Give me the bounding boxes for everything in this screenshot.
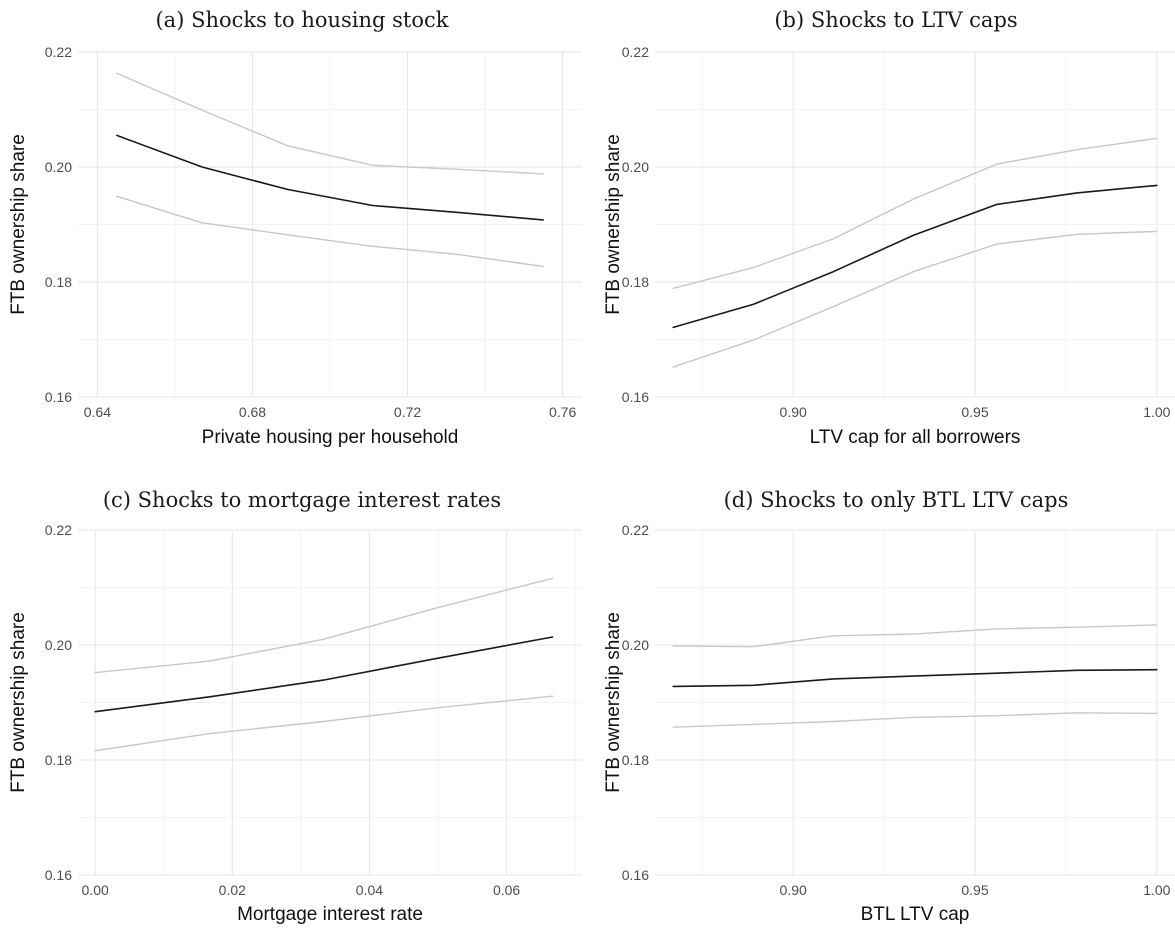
y-tick-label: 0.22 [622,522,649,538]
x-tick-label: 0.95 [961,882,988,898]
y-axis-title: FTB ownership share [603,134,624,315]
y-tick-label: 0.16 [622,867,649,883]
x-axis-title: Mortgage interest rate [237,904,423,925]
x-tick-label: 0.04 [356,882,383,898]
y-tick-label: 0.20 [622,637,649,653]
x-tick-label: 0.76 [549,404,576,420]
series-line-lower [672,230,1158,368]
series-line-estimate [672,184,1158,329]
panel-a: 0.16 0.18 0.20 0.22 0.64 0.68 0.72 0.76 (a) Shoc… [8,8,582,448]
y-tick-label: 0.20 [45,637,72,653]
x-tick-label: 1.00 [1143,882,1170,898]
x-axis-title: BTL LTV cap [861,904,970,925]
y-tick-label: 0.22 [45,44,72,60]
series-line-upper [94,577,554,674]
x-tick-label: 0.72 [394,404,421,420]
series-line-upper [672,624,1158,648]
panel-title: (d) Shocks to only BTL LTV caps [724,488,1069,512]
y-tick-label: 0.20 [622,159,649,175]
y-tick-label: 0.22 [45,522,72,538]
series-line-estimate [672,668,1158,688]
y-tick-label: 0.18 [622,274,649,290]
y-tick-label: 0.18 [45,274,72,290]
y-axis-title: FTB ownership share [8,612,29,793]
panel-c: 0.16 0.18 0.20 0.22 0.00 0.02 0.04 0.06 (c) Shoc… [8,488,582,925]
series-line-estimate [94,636,554,713]
x-tick-label: 0.95 [961,404,988,420]
series-line-lower [116,195,544,268]
x-tick-label: 0.02 [219,882,246,898]
x-axis-title: LTV cap for all borrowers [810,427,1021,448]
y-tick-label: 0.16 [45,867,72,883]
series-line-upper [116,72,544,175]
panel-d: 0.16 0.18 0.20 0.22 0.90 0.95 1.00 (d) Shocks t… [603,488,1175,925]
y-axis-title: FTB ownership share [8,134,29,315]
panel-title: (c) Shocks to mortgage interest rates [103,488,501,512]
y-tick-label: 0.20 [45,159,72,175]
y-tick-label: 0.16 [622,389,649,405]
x-tick-label: 0.00 [82,882,109,898]
x-tick-label: 0.68 [239,404,266,420]
panels: 0.16 0.18 0.20 0.22 0.64 0.68 0.72 0.76 (a) Shoc… [8,8,1175,925]
x-axis-title: Private housing per household [202,427,459,448]
y-tick-label: 0.18 [45,752,72,768]
y-axis-title: FTB ownership share [603,612,624,793]
y-tick-label: 0.16 [45,389,72,405]
x-tick-label: 0.64 [84,404,111,420]
series-line-lower [94,695,554,752]
panel-title: (a) Shocks to housing stock [155,8,448,32]
series-line-estimate [116,134,544,221]
y-tick-label: 0.18 [622,752,649,768]
y-tick-label: 0.22 [622,44,649,60]
panel-b: 0.16 0.18 0.20 0.22 0.90 0.95 1.00 (b) Shocks t… [603,8,1175,448]
x-tick-label: 0.90 [780,404,807,420]
x-tick-label: 0.90 [780,882,807,898]
x-tick-label: 0.06 [493,882,520,898]
series-line-upper [672,137,1158,289]
panel-title: (b) Shocks to LTV caps [774,8,1017,32]
x-tick-label: 1.00 [1143,404,1170,420]
series-line-lower [672,712,1158,728]
